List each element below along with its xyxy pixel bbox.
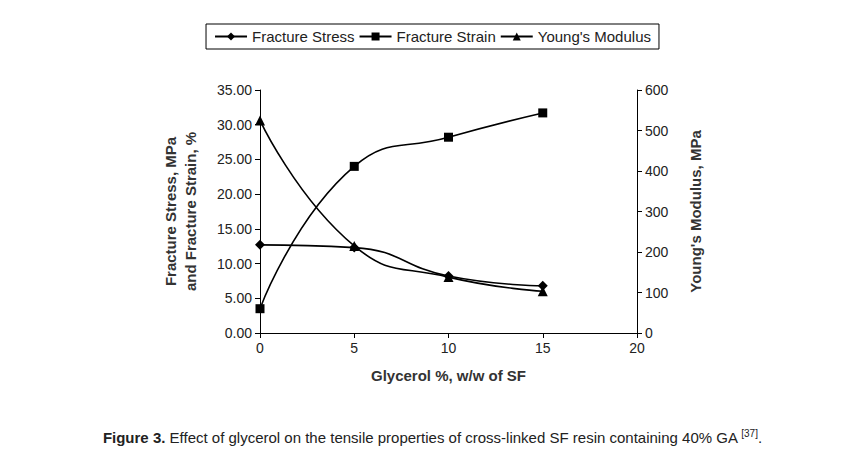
svg-text:0: 0 — [256, 340, 264, 356]
svg-text:15.00: 15.00 — [217, 221, 252, 237]
svg-text:400: 400 — [645, 163, 669, 179]
svg-text:0.00: 0.00 — [225, 325, 252, 341]
svg-text:20.00: 20.00 — [217, 186, 252, 202]
svg-text:300: 300 — [645, 204, 669, 220]
svg-text:30.00: 30.00 — [217, 117, 252, 133]
svg-text:10.00: 10.00 — [217, 256, 252, 272]
svg-text:Fracture Stress, MPa: Fracture Stress, MPa — [162, 136, 179, 286]
svg-text:15: 15 — [535, 340, 551, 356]
svg-text:100: 100 — [645, 285, 669, 301]
svg-text:600: 600 — [645, 82, 669, 98]
svg-text:10: 10 — [441, 340, 457, 356]
svg-text:25.00: 25.00 — [217, 151, 252, 167]
html-text:Figure 3. Effect of glycerol o: Figure 3. Effect of glycerol on the tens… — [102, 428, 763, 446]
svg-text:0: 0 — [645, 325, 653, 341]
svg-text:500: 500 — [645, 123, 669, 139]
svg-text:Young's Modulus, MPa: Young's Modulus, MPa — [687, 130, 704, 293]
svg-text:and Fracture Strain, %: and Fracture Strain, % — [182, 132, 199, 291]
svg-text:35.00: 35.00 — [217, 82, 252, 98]
svg-text:20: 20 — [629, 340, 645, 356]
svg-text:Young's Modulus: Young's Modulus — [538, 28, 651, 45]
svg-text:5: 5 — [350, 340, 358, 356]
svg-text:200: 200 — [645, 244, 669, 260]
svg-text:5.00: 5.00 — [225, 290, 252, 306]
svg-text:Glycerol %, w/w of SF: Glycerol %, w/w of SF — [371, 367, 526, 384]
svg-text:Fracture Stress: Fracture Stress — [252, 28, 355, 45]
svg-text:Fracture Strain: Fracture Strain — [397, 28, 496, 45]
